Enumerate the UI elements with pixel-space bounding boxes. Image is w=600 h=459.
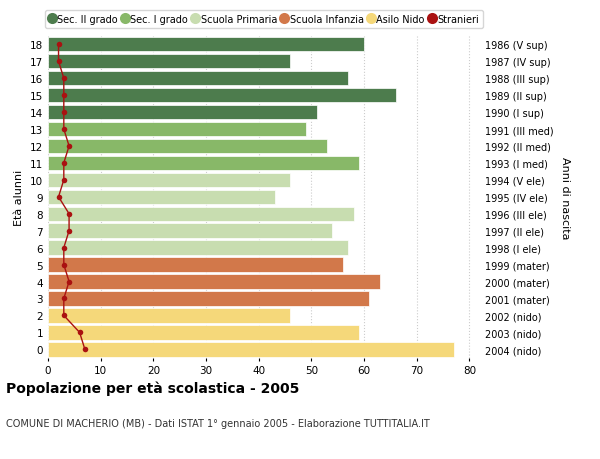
Bar (48, 241, 348, 255)
Point (54, 58, 64, 66)
Bar (48, 224, 332, 238)
Bar (48, 308, 290, 323)
Y-axis label: Anni di nascita: Anni di nascita (560, 156, 570, 239)
Bar (48, 123, 306, 137)
Point (59, 312, 68, 319)
Bar (48, 173, 290, 188)
Bar (48, 89, 396, 103)
Legend: Sec. II grado, Sec. I grado, Scuola Primaria, Scuola Infanzia, Asilo Nido, Stran: Sec. II grado, Sec. I grado, Scuola Prim… (45, 11, 483, 28)
Point (80, 346, 89, 353)
Point (59, 245, 68, 252)
Bar (48, 55, 290, 69)
Bar (48, 72, 348, 86)
Bar (48, 38, 364, 52)
Bar (48, 325, 359, 340)
Bar (48, 207, 353, 221)
Point (64, 228, 74, 235)
Point (64, 211, 74, 218)
Point (64, 143, 74, 150)
Point (59, 126, 68, 134)
Bar (48, 140, 327, 154)
Text: Popolazione per età scolastica - 2005: Popolazione per età scolastica - 2005 (6, 381, 299, 396)
Bar (48, 291, 370, 306)
Point (59, 75, 68, 83)
Point (59, 160, 68, 167)
Point (59, 109, 68, 117)
Bar (48, 157, 359, 171)
Point (54, 41, 64, 49)
Y-axis label: Età alunni: Età alunni (14, 169, 25, 225)
Bar (48, 106, 317, 120)
Bar (48, 342, 454, 357)
Point (54, 194, 64, 201)
Bar (48, 258, 343, 272)
Point (59, 261, 68, 269)
Text: COMUNE DI MACHERIO (MB) - Dati ISTAT 1° gennaio 2005 - Elaborazione TUTTITALIA.I: COMUNE DI MACHERIO (MB) - Dati ISTAT 1° … (6, 418, 430, 428)
Point (59, 92, 68, 100)
Bar (48, 275, 380, 289)
Point (59, 295, 68, 302)
Point (59, 177, 68, 184)
Point (75, 329, 85, 336)
Point (64, 278, 74, 285)
Bar (48, 190, 275, 205)
